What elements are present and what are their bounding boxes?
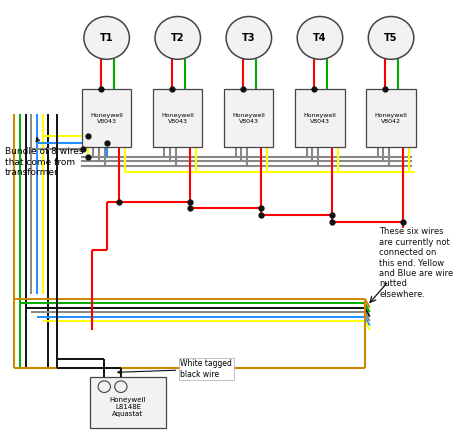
FancyBboxPatch shape [82,89,131,147]
Circle shape [368,17,414,59]
FancyBboxPatch shape [153,89,202,147]
Text: Bundle of 8 wires
that come from
transformer: Bundle of 8 wires that come from transfo… [5,138,83,177]
Circle shape [155,17,201,59]
Text: T2: T2 [171,33,184,43]
Circle shape [84,17,129,59]
FancyBboxPatch shape [366,89,416,147]
Text: Honeywell
V8043: Honeywell V8043 [303,113,337,124]
Text: Honeywell
V8043: Honeywell V8043 [90,113,123,124]
Text: T3: T3 [242,33,255,43]
FancyBboxPatch shape [224,89,273,147]
Text: Honeywell
L8148E
Aquastat: Honeywell L8148E Aquastat [110,397,146,417]
Text: Honeywell
V8043: Honeywell V8043 [161,113,194,124]
Text: These six wires
are currently not
connected on
this end. Yellow
and Blue are wir: These six wires are currently not connec… [379,227,454,299]
Circle shape [226,17,272,59]
FancyBboxPatch shape [90,377,166,428]
Text: Honeywell
V8042: Honeywell V8042 [374,113,408,124]
Text: T5: T5 [384,33,398,43]
FancyBboxPatch shape [295,89,345,147]
Text: T1: T1 [100,33,113,43]
Text: White tagged
black wire: White tagged black wire [118,359,232,379]
Circle shape [297,17,343,59]
Text: T4: T4 [313,33,327,43]
Text: Honeywell
V8043: Honeywell V8043 [232,113,265,124]
